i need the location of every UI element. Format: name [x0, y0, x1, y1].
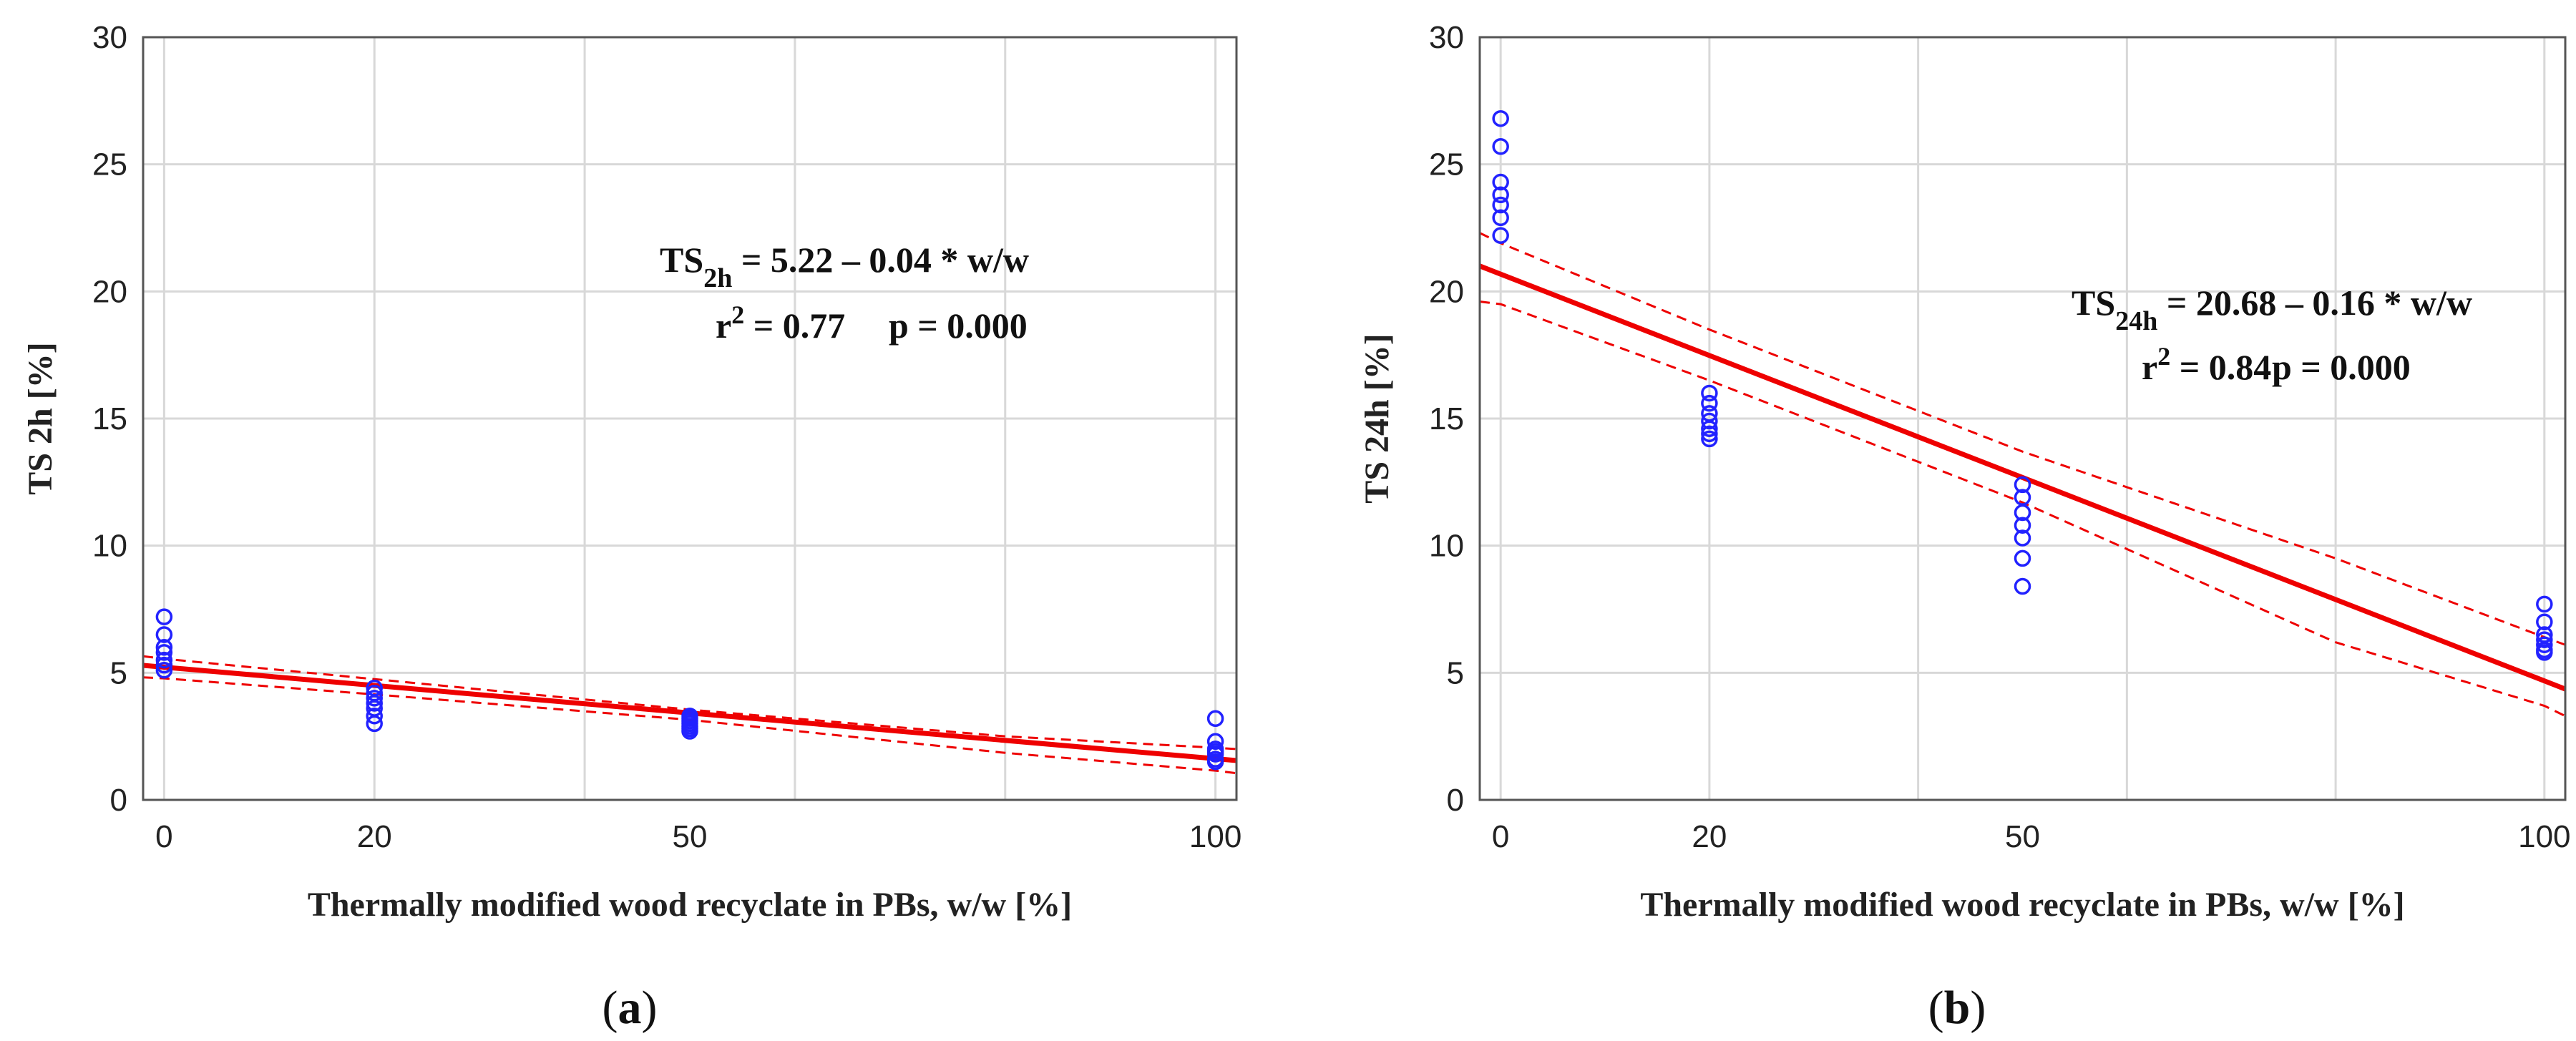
panel-a-x-tick-labels: 0 20 50 100 [155, 819, 1241, 854]
panel-a-data-point [366, 707, 383, 725]
panel-b-grid [1480, 36, 2565, 801]
panel-b-r-squared: r2 = 0.84 [2142, 342, 2271, 387]
panel-a-x-tick-label: 50 [673, 819, 708, 854]
panel-b-data-point [1701, 412, 1718, 430]
panel-b-y-tick-label: 30 [1429, 20, 1464, 55]
panel-b-data-point [2536, 613, 2553, 631]
panel-a-data-point [366, 690, 383, 707]
panel-b-y-axis-title: TS 24h [%] [1358, 333, 1396, 503]
panel-a-label: (a) [602, 982, 658, 1034]
panel-b-x-tick-label: 100 [2518, 819, 2570, 854]
panel-a-data-point [155, 639, 173, 656]
panel-a-data-point [1206, 710, 1224, 728]
panel-a-y-tick-label: 25 [92, 147, 127, 182]
panel-b-x-axis-title: Thermally modified wood recyclate in PBs… [1640, 886, 2404, 924]
panel-a-data-point [155, 626, 173, 643]
panel-a-data-point [155, 656, 173, 674]
panel-a-data-point [155, 644, 173, 661]
panel-a-r-squared: r2 = 0.77 [716, 300, 845, 346]
panel-a-y-tick-label: 5 [110, 655, 127, 690]
panel-a-p-value: p = 0.000 [889, 306, 1028, 346]
panel-a-data-point [1206, 753, 1224, 771]
panel-a-data-point [155, 651, 173, 669]
panel-a-y-tick-label: 20 [92, 274, 127, 309]
panel-a-data-point [366, 695, 383, 712]
panel-b-data-point [1492, 227, 1509, 244]
panel-b-data-point [2536, 644, 2553, 661]
panel-a-data-point [1206, 733, 1224, 751]
panel-b-data-point [2536, 631, 2553, 648]
panel-b-ci-lower-line [1479, 300, 2566, 718]
panel-b-data-point [1492, 109, 1509, 127]
panel-b-data-point [2014, 517, 2031, 534]
panel-b-data-point [1492, 138, 1509, 155]
panel-b-data-point [1701, 384, 1718, 402]
panel-b-x-tick-labels: 0 20 50 100 [1492, 819, 2571, 854]
panel-a-y-tick-label: 10 [92, 529, 127, 564]
panel-b-x-tick-label: 50 [2005, 819, 2040, 854]
panel-a: 0 5 10 15 20 25 30 0 20 50 100 Thermally modified… [21, 20, 1241, 1034]
panel-b-x-tick-label: 20 [1692, 819, 1727, 854]
panel-a-x-tick-label: 20 [357, 819, 392, 854]
panel-b-data-point [1492, 196, 1509, 214]
panel-b: 0 5 10 15 20 25 30 0 20 50 100 Thermally modified… [1358, 20, 2571, 1034]
panel-b-p-value: p = 0.000 [2272, 347, 2411, 387]
panel-b-data-point [2536, 595, 2553, 613]
panel-b-plot-frame [1478, 36, 2567, 801]
panel-b-data-point [2014, 529, 2031, 547]
panel-a-x-tick-label: 0 [155, 819, 172, 854]
panel-a-plot-frame [142, 36, 1238, 801]
panel-a-data-point [155, 662, 173, 679]
panel-a-data-point [366, 715, 383, 733]
panel-a-data-point [1206, 746, 1224, 763]
panel-b-y-tick-label: 15 [1429, 401, 1464, 436]
panel-b-regression-equation: TS24h = 20.68 – 0.16 * w/w [2072, 283, 2472, 336]
panel-b-data-point [2014, 504, 2031, 522]
panel-b-data-point [1701, 430, 1718, 448]
panel-b-y-tick-label: 5 [1447, 655, 1464, 690]
panel-b-y-tick-label: 20 [1429, 274, 1464, 309]
panel-a-data-point [155, 608, 173, 625]
panel-b-data-point [1701, 425, 1718, 443]
panel-a-regression-equation: TS2h = 5.22 – 0.04 * w/w [660, 240, 1029, 293]
panel-b-data-point [1492, 186, 1509, 204]
panel-b-label: (b) [1928, 982, 1986, 1034]
panel-b-data-point [1492, 209, 1509, 227]
panel-a-x-axis-title: Thermally modified wood recyclate in PBs… [308, 886, 1072, 924]
panel-b-y-tick-labels: 0 5 10 15 20 25 30 [1429, 20, 1464, 818]
panel-a-y-tick-label: 0 [110, 783, 127, 818]
panel-b-x-tick-label: 0 [1492, 819, 1509, 854]
panel-b-y-tick-label: 25 [1429, 147, 1464, 182]
panel-a-y-tick-label: 15 [92, 401, 127, 436]
panel-a-data-points [155, 608, 1224, 771]
panel-b-data-points [1492, 109, 2553, 661]
panel-b-data-point [2014, 549, 2031, 567]
panel-a-y-tick-labels: 0 5 10 15 20 25 30 [92, 20, 127, 818]
panel-a-x-tick-label: 100 [1189, 819, 1241, 854]
panel-b-data-point [1701, 420, 1718, 437]
panel-b-y-tick-label: 10 [1429, 529, 1464, 564]
panel-a-data-point [681, 723, 698, 740]
panel-a-y-axis-title: TS 2h [%] [21, 342, 59, 494]
panel-b-data-point [2014, 577, 2031, 595]
panel-b-data-point [2536, 636, 2553, 653]
panel-b-data-point [1492, 173, 1509, 191]
panel-a-grid [143, 36, 1236, 801]
panel-a-y-tick-label: 30 [92, 20, 127, 55]
panel-b-data-point [2014, 476, 2031, 494]
panel-b-data-point [1701, 394, 1718, 412]
panel-b-y-tick-label: 0 [1447, 783, 1464, 818]
